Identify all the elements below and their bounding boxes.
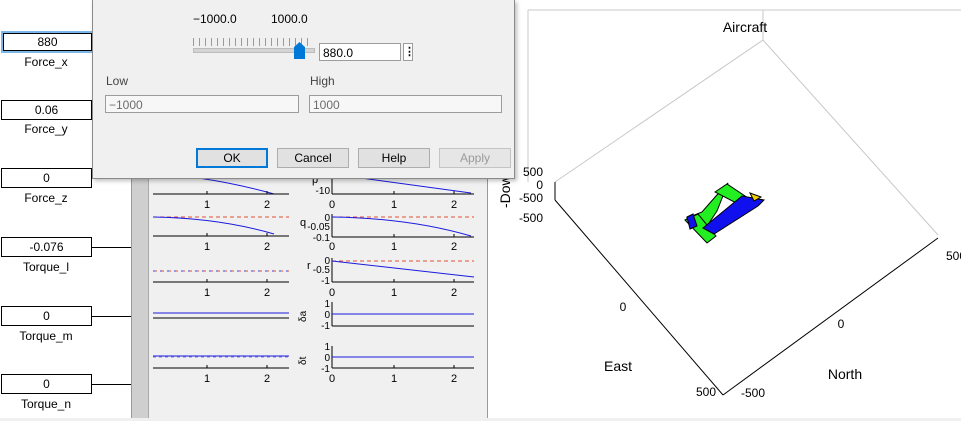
slider-ticks	[193, 38, 313, 46]
tick-label: 1	[391, 287, 397, 299]
tick-label: 2	[451, 287, 457, 299]
tick-label: -0.05	[307, 222, 330, 233]
tick-label: 500	[946, 249, 961, 263]
wire	[92, 384, 132, 385]
tick-label: -500	[741, 386, 765, 400]
tick-label: 0	[536, 178, 543, 192]
force-z-label: Force_z	[24, 191, 68, 205]
torque-n-label: Torque_n	[20, 397, 72, 411]
r-axis-label: r	[307, 260, 311, 272]
tick-label: 1	[204, 373, 210, 385]
tick-label: 500	[523, 165, 543, 179]
help-button[interactable]: Help	[358, 148, 430, 168]
tick-label: -0.5	[313, 265, 331, 276]
scope-left-3	[153, 270, 289, 283]
slider-max-label: 1000.0	[271, 12, 308, 26]
tick-label: 2	[264, 287, 270, 299]
tick-label: -500	[519, 211, 543, 225]
force-z-block[interactable]: 0	[1, 168, 92, 188]
aircraft-3d-axes: Aircraft -Down 500 0 -500 -500 East Nort…	[497, 9, 961, 400]
tick-label: 1	[391, 373, 397, 385]
low-label: Low	[106, 74, 129, 88]
torque-l-block[interactable]: -0.076	[1, 237, 92, 257]
tick-label: 0	[838, 317, 845, 331]
apply-button[interactable]: Apply	[439, 148, 511, 168]
scope-r	[331, 258, 475, 283]
tick-label: 1	[391, 241, 397, 253]
slider-min-label: −1000.0	[193, 12, 237, 26]
tick-label: 1	[391, 199, 397, 211]
tick-label: -10	[316, 186, 331, 197]
p-axis-label: p	[312, 174, 318, 186]
delta-t-axis-label: δt	[298, 356, 309, 365]
aircraft-model	[684, 182, 766, 244]
tick-label: 0	[620, 300, 627, 314]
tick-label: 1	[204, 287, 210, 299]
tick-label: -0.1	[313, 233, 331, 244]
tick-label: 2	[451, 373, 457, 385]
x-axis-label: East	[604, 358, 632, 374]
force-x-block[interactable]: 880	[1, 31, 94, 53]
force-x-label: Force_x	[24, 55, 68, 69]
tick-label: 2	[451, 199, 457, 211]
tick-label: 1	[204, 241, 210, 253]
tick-label: 0	[324, 353, 330, 364]
tick-label: 1	[324, 299, 330, 310]
delta-a-axis-label: δa	[298, 310, 309, 322]
tick-label: 0	[329, 373, 335, 385]
tick-label: 2	[264, 241, 270, 253]
tick-label: 0	[324, 213, 330, 224]
tick-label: 0	[324, 256, 330, 267]
tick-label: 0	[329, 287, 335, 299]
scope-left-2	[152, 216, 289, 237]
slider-thumb[interactable]	[294, 42, 305, 59]
q-axis-label: q	[300, 217, 306, 229]
tick-label: 2	[451, 241, 457, 253]
y-axis-label: North	[828, 366, 862, 382]
tick-label: 1	[324, 342, 330, 353]
scope-panel: 1 2 1 2 1 2 1 2	[148, 150, 489, 418]
tick-label: 2	[264, 199, 270, 211]
tick-label: 0	[324, 310, 330, 321]
tick-label: -1	[321, 276, 330, 287]
tick-label: 500	[696, 385, 716, 399]
bus-bar	[131, 150, 149, 418]
aircraft-3d-view[interactable]: Aircraft -Down 500 0 -500 -500 East Nort…	[487, 0, 961, 418]
wire	[92, 316, 132, 317]
scope-delta-t	[331, 346, 474, 369]
tick-label: 1	[204, 199, 210, 211]
value-field[interactable]: 880.0	[319, 43, 401, 61]
force-y-label: Force_y	[24, 122, 68, 136]
slider-gain-dialog: −1000.0 1000.0 880.0 ⋮ Low −1000 High 10…	[92, 0, 515, 179]
tick-label: 2	[264, 373, 270, 385]
tick-label: -500	[519, 191, 543, 205]
scope-left-4	[153, 312, 289, 319]
torque-l-label: Torque_l	[22, 260, 70, 274]
slider-track[interactable]	[193, 48, 315, 53]
tick-label: 0	[329, 241, 335, 253]
torque-m-label: Torque_m	[19, 329, 73, 343]
scope-q	[331, 214, 474, 238]
plot-title: Aircraft	[723, 19, 767, 35]
torque-m-block[interactable]: 0	[1, 306, 92, 326]
scope-delta-a	[331, 302, 474, 327]
tick-label: 0	[329, 199, 335, 211]
wire	[92, 247, 132, 248]
torque-n-block[interactable]: 0	[1, 374, 92, 394]
tick-label: -1	[321, 321, 330, 332]
force-y-block[interactable]: 0.06	[1, 100, 92, 120]
high-label: High	[310, 74, 335, 88]
scope-plots: 1 2 1 2 1 2 1 2	[152, 168, 475, 385]
scope-left-5	[153, 355, 289, 369]
high-field[interactable]: 1000	[309, 95, 502, 113]
ok-button[interactable]: OK	[196, 148, 268, 168]
more-options-icon[interactable]: ⋮	[403, 43, 415, 61]
low-field[interactable]: −1000	[105, 95, 299, 113]
cancel-button[interactable]: Cancel	[277, 148, 349, 168]
tick-label: -1	[321, 364, 330, 375]
